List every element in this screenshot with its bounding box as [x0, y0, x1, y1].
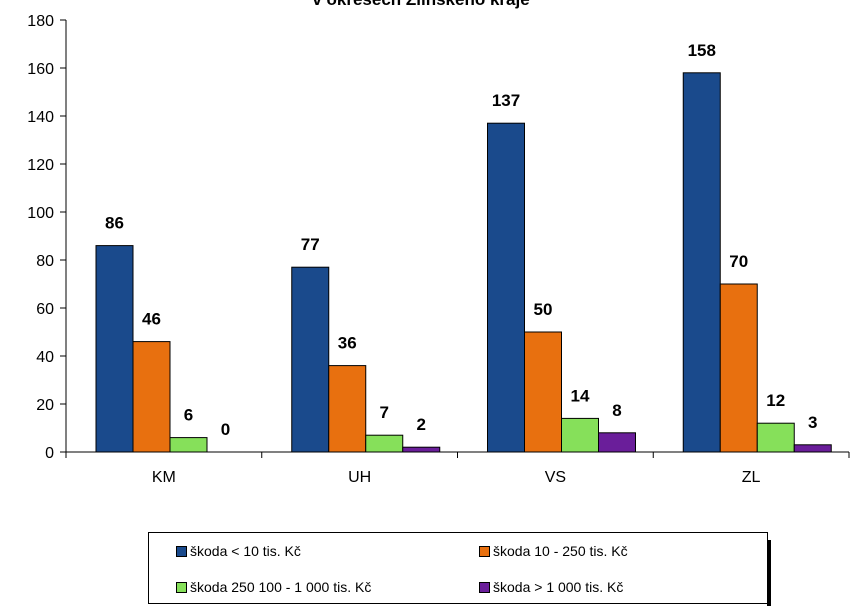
y-tick-label: 140 — [27, 109, 54, 126]
legend-shadow — [767, 540, 771, 606]
bar-uh-series-4 — [402, 446, 441, 453]
data-label-vs-series-3: 14 — [571, 386, 590, 405]
y-tick-label: 80 — [36, 253, 54, 270]
data-label-km-series-1: 86 — [105, 214, 124, 233]
legend-swatch-series-1 — [176, 545, 187, 557]
bar-zl-series-3 — [756, 422, 795, 453]
legend-label-series-1: škoda < 10 tis. Kč — [190, 543, 301, 559]
bar-zl-series-4 — [793, 444, 832, 453]
data-label-vs-series-2: 50 — [534, 300, 553, 319]
data-label-vs-series-4: 8 — [612, 401, 621, 420]
y-tick-label: 40 — [36, 349, 54, 366]
legend-item-series-4: škoda > 1 000 tis. Kč — [479, 579, 623, 595]
bar-vs-series-3 — [561, 417, 599, 453]
legend-item-series-2: škoda 10 - 250 tis. Kč — [479, 543, 628, 559]
data-label-km-series-4: 0 — [221, 420, 230, 439]
y-tick-label: 160 — [27, 61, 54, 78]
bar-zl-series-1 — [682, 72, 721, 453]
y-tick-label: 120 — [27, 157, 54, 174]
data-label-km-series-2: 46 — [142, 310, 161, 329]
bar-km-series-1 — [95, 245, 134, 453]
bar-uh-series-3 — [365, 434, 404, 453]
data-label-zl-series-2: 70 — [729, 252, 748, 271]
y-tick-label: 20 — [36, 397, 54, 414]
bar-vs-series-1 — [487, 122, 525, 453]
bar-vs-series-2 — [524, 331, 562, 453]
x-tick-label: VS — [545, 469, 566, 486]
legend-swatch-series-3 — [176, 581, 187, 593]
bar-km-series-2 — [132, 341, 171, 453]
data-label-uh-series-3: 7 — [380, 403, 389, 422]
y-tick-label: 180 — [27, 13, 54, 30]
legend-item-series-3: škoda 250 100 - 1 000 tis. Kč — [176, 579, 371, 595]
bar-zl-series-2 — [719, 283, 758, 453]
data-label-uh-series-2: 36 — [338, 334, 357, 353]
y-tick-label: 60 — [36, 301, 54, 318]
x-tick-label: KM — [152, 469, 176, 486]
data-label-zl-series-3: 12 — [766, 391, 785, 410]
legend-swatch-series-2 — [479, 545, 490, 557]
legend-swatch-series-4 — [479, 581, 490, 593]
bars — [95, 72, 832, 453]
data-label-uh-series-1: 77 — [301, 235, 320, 254]
bar-vs-series-4 — [598, 432, 636, 453]
legend: škoda < 10 tis. Kč škoda 10 - 250 tis. K… — [148, 532, 768, 604]
bar-uh-series-2 — [328, 365, 367, 453]
x-tick-label: UH — [348, 469, 371, 486]
legend-label-series-3: škoda 250 100 - 1 000 tis. Kč — [190, 579, 372, 595]
data-label-vs-series-1: 137 — [492, 91, 520, 110]
bar-km-series-3 — [169, 437, 208, 453]
bar-uh-series-1 — [291, 266, 330, 453]
data-label-zl-series-4: 3 — [808, 413, 817, 432]
legend-label-series-4: škoda > 1 000 tis. Kč — [493, 579, 624, 595]
data-label-zl-series-1: 158 — [688, 41, 716, 60]
data-label-km-series-3: 6 — [184, 406, 193, 425]
y-tick-label: 100 — [27, 205, 54, 222]
x-tick-label: ZL — [742, 469, 761, 486]
chart-title: v okresech Zlínského kraje — [312, 0, 529, 9]
y-tick-label: 0 — [45, 445, 54, 462]
legend-item-series-1: škoda < 10 tis. Kč — [176, 543, 301, 559]
bar-chart: v okresech Zlínského kraje 0204060801001… — [27, 0, 850, 486]
legend-label-series-2: škoda 10 - 250 tis. Kč — [493, 543, 628, 559]
data-labels: 86 46 6 0 77 36 7 2 137 50 14 8 158 70 12 3 — [105, 41, 817, 439]
data-label-uh-series-4: 2 — [417, 415, 426, 434]
